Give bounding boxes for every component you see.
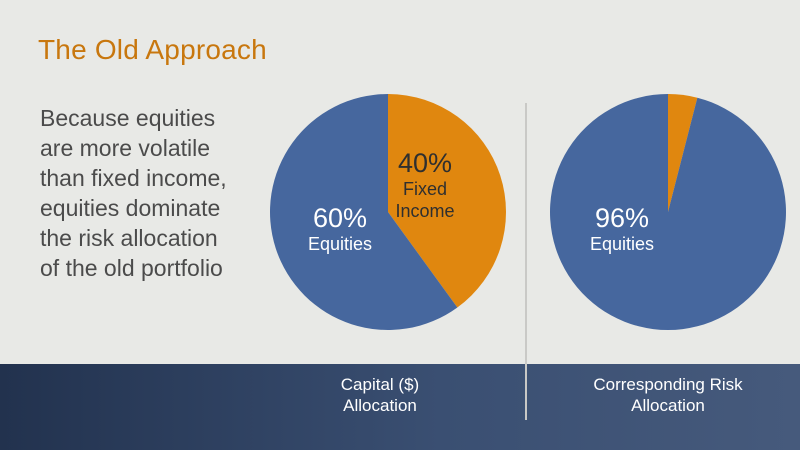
- capital-fixed-income-sub: Fixed: [402, 179, 447, 199]
- risk-equities-label: 96% Equities: [572, 203, 672, 255]
- capital-equities-sub: Equities: [307, 234, 373, 254]
- body-line: are more volatile: [40, 135, 211, 161]
- caption-line: Allocation: [343, 396, 417, 415]
- body-line: Because equities: [40, 105, 216, 131]
- risk-equities-pct: 96%: [594, 203, 650, 233]
- risk-equities-sub: Equities: [589, 234, 655, 254]
- caption-line: Capital ($): [340, 375, 420, 394]
- caption-line: Corresponding Risk: [593, 375, 743, 394]
- body-line: the risk allocation: [40, 225, 218, 251]
- body-line: equities dominate: [40, 195, 221, 221]
- caption-line: Allocation: [631, 396, 705, 415]
- bottom-band: [0, 364, 800, 450]
- risk-pie-slice-fixed-income: [668, 94, 698, 212]
- chart-divider: [525, 103, 527, 420]
- capital-equities-pct: 60%: [312, 203, 368, 233]
- slide-body-text: Because equities are more volatile than …: [40, 103, 280, 283]
- capital-equities-label: 60% Equities: [290, 203, 390, 255]
- slide-title: The Old Approach: [38, 34, 267, 65]
- risk-pie-slice-equities: [550, 94, 786, 330]
- capital-fixed-income-pct: 40%: [397, 148, 453, 178]
- body-line: of the old portfolio: [40, 255, 223, 281]
- capital-pie-slice-fixed-income: [388, 94, 507, 308]
- chart-divider-lower: [525, 364, 527, 420]
- capital-fixed-income-sub: Income: [395, 201, 455, 221]
- risk-allocation-caption: Corresponding Risk Allocation: [568, 374, 768, 416]
- capital-pie-slice-equities: [270, 94, 458, 330]
- capital-allocation-caption: Capital ($) Allocation: [300, 374, 460, 416]
- capital-fixed-income-label: 40% Fixed Income: [380, 148, 470, 222]
- body-line: than fixed income,: [40, 165, 227, 191]
